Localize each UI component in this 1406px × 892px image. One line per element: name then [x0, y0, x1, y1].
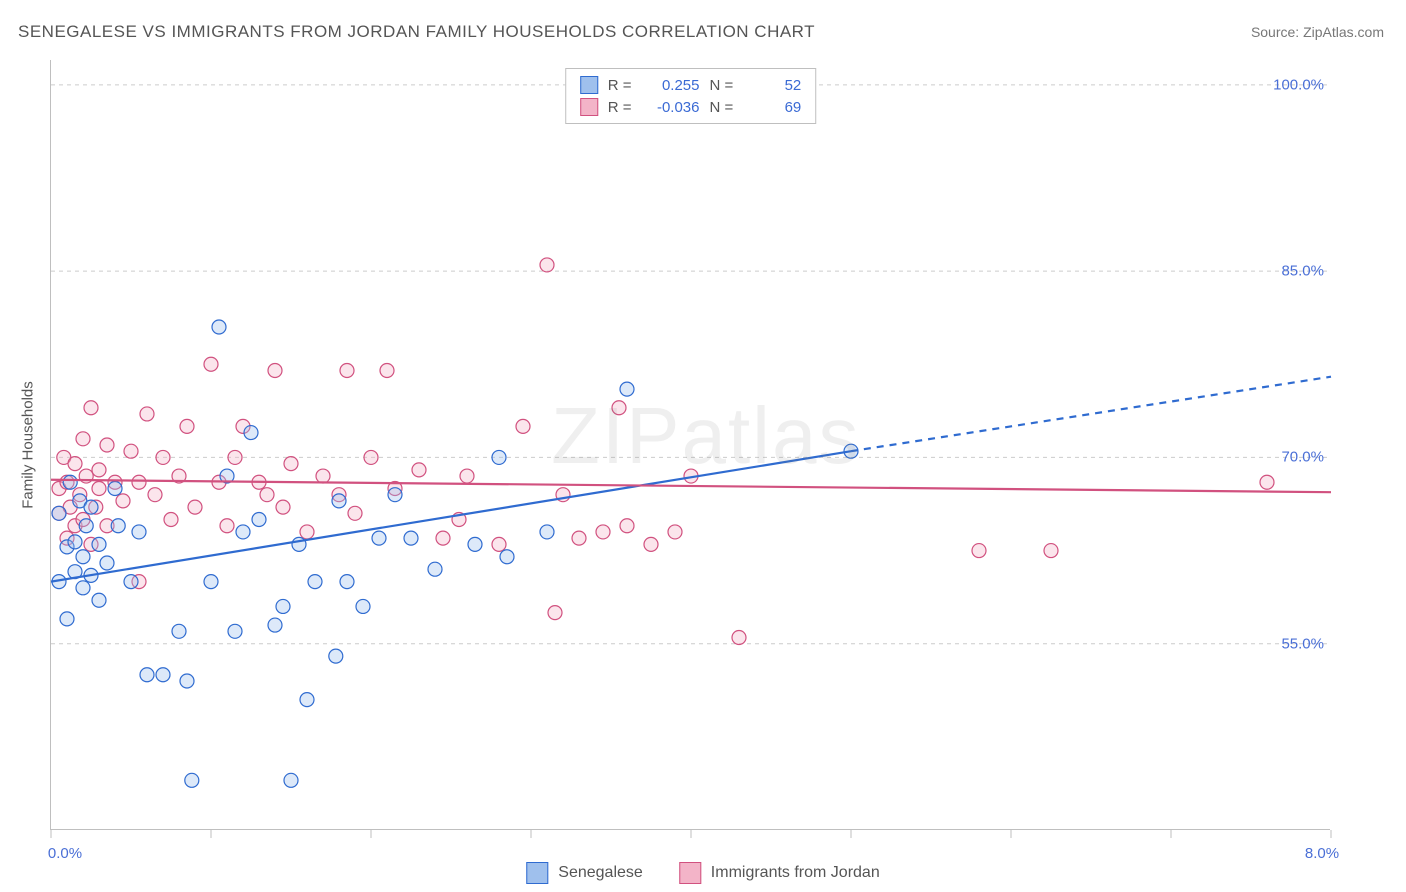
corr-r-label2: R =	[608, 99, 632, 116]
series-legend: Senegalese Immigrants from Jordan	[526, 862, 879, 884]
corr-r-label: R =	[608, 77, 632, 94]
swatch-series-1	[580, 76, 598, 94]
legend-item-2: Immigrants from Jordan	[679, 862, 880, 884]
source-credit: Source: ZipAtlas.com	[1251, 24, 1384, 40]
swatch-series-2	[580, 98, 598, 116]
y-tick-label: 55.0%	[1281, 635, 1324, 652]
legend-swatch-1	[526, 862, 548, 884]
corr-r-val-2: -0.036	[642, 99, 700, 116]
legend-item-1: Senegalese	[526, 862, 643, 884]
corr-row-2: R = -0.036 N = 69	[580, 96, 802, 118]
corr-row-1: R = 0.255 N = 52	[580, 74, 802, 96]
corr-n-val-1: 52	[743, 77, 801, 94]
y-axis-label: Family Households	[20, 381, 37, 509]
y-tick-label: 70.0%	[1281, 449, 1324, 466]
plot-area: ZIPatlas R = 0.255 N = 52 R = -0.036 N =…	[50, 60, 1330, 830]
y-tick-label: 85.0%	[1281, 263, 1324, 280]
corr-n-val-2: 69	[743, 99, 801, 116]
legend-swatch-2	[679, 862, 701, 884]
legend-label-1: Senegalese	[558, 864, 643, 882]
plot-svg	[51, 60, 1330, 829]
chart-title: SENEGALESE VS IMMIGRANTS FROM JORDAN FAM…	[18, 22, 815, 42]
y-tick-label: 100.0%	[1273, 76, 1324, 93]
chart-container: SENEGALESE VS IMMIGRANTS FROM JORDAN FAM…	[0, 0, 1406, 892]
corr-n-label2: N =	[710, 99, 734, 116]
corr-r-val-1: 0.255	[642, 77, 700, 94]
x-tick-right: 8.0%	[1305, 845, 1339, 862]
x-tick-left: 0.0%	[48, 845, 82, 862]
legend-label-2: Immigrants from Jordan	[711, 864, 880, 882]
corr-n-label: N =	[710, 77, 734, 94]
correlation-legend: R = 0.255 N = 52 R = -0.036 N = 69	[565, 68, 817, 124]
